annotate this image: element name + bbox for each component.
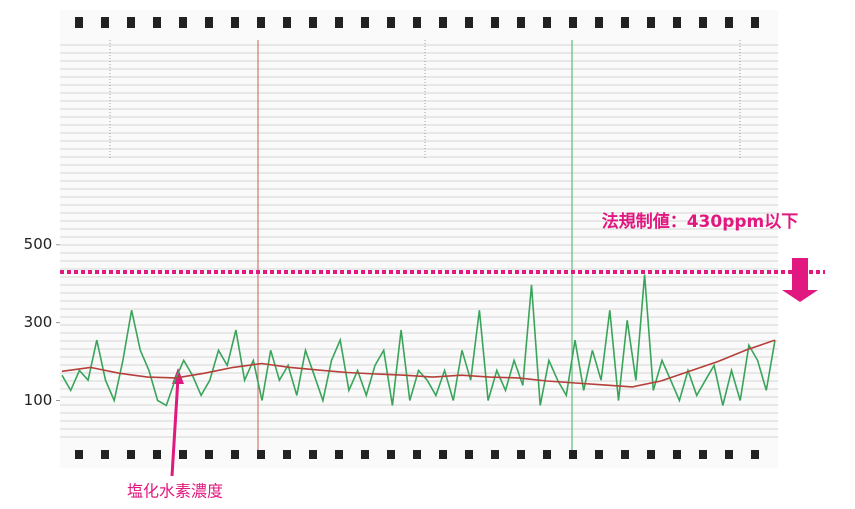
annotation: 塩化水素濃度 [127,482,223,501]
sprocket [361,450,369,459]
sprocket [465,17,473,28]
sprocket [205,450,213,459]
sprocket [335,450,343,459]
sprocket [101,17,109,28]
sprocket [153,17,161,28]
sprocket [309,450,317,459]
sprocket [517,450,525,459]
sprocket [75,17,83,28]
sprocket [127,450,135,459]
sprocket [231,450,239,459]
sprocket [595,450,603,459]
sprocket [517,17,525,28]
arrow-down [782,258,818,302]
y-tick-label: 300 [24,313,53,331]
sprocket [465,450,473,459]
sprocket [283,450,291,459]
sprocket [699,450,707,459]
sprocket [621,450,629,459]
threshold-label: 法規制値：430ppm以下 [602,211,799,232]
sprocket [413,450,421,459]
sprocket [361,17,369,28]
y-tick-label: 500 [24,235,53,253]
y-tick-label: 100 [24,391,53,409]
sprocket [387,450,395,459]
sprocket [491,17,499,28]
sprocket [595,17,603,28]
sprocket [335,17,343,28]
sprocket [751,17,759,28]
sprocket [153,450,161,459]
sprocket [543,17,551,28]
sprocket [621,17,629,28]
sprocket [413,17,421,28]
sprocket [309,17,317,28]
sprocket [569,17,577,28]
sprocket [725,17,733,28]
sprocket [439,17,447,28]
sprocket [699,17,707,28]
sprocket [647,450,655,459]
chart: 法規制値：430ppm以下 塩化水素濃度 100 300 500 [0,0,855,505]
sprocket [725,450,733,459]
sprocket [205,17,213,28]
sprocket [283,17,291,28]
sprocket [673,450,681,459]
sprocket [179,17,187,28]
sprocket [647,17,655,28]
sprocket [491,450,499,459]
sprocket [75,450,83,459]
sprocket [673,17,681,28]
sprocket [751,450,759,459]
sprocket [387,17,395,28]
sprocket [569,450,577,459]
sprocket [179,450,187,459]
sprocket [257,17,265,28]
sprocket [127,17,135,28]
sprocket [231,17,239,28]
sprocket [439,450,447,459]
sprocket [543,450,551,459]
sprocket [257,450,265,459]
sprocket [101,450,109,459]
